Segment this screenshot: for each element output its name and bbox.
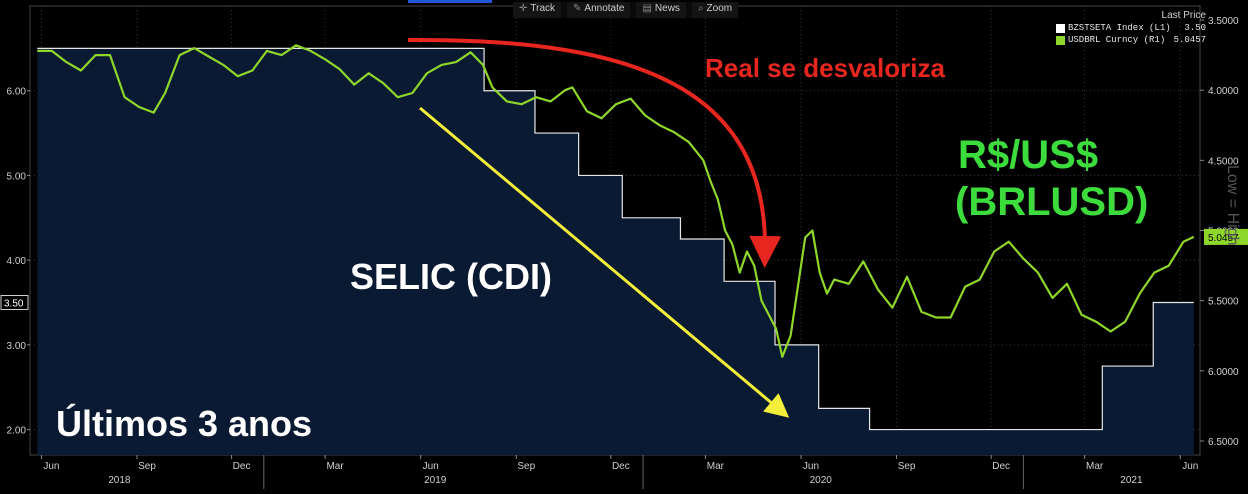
year-label: 2018: [108, 475, 131, 486]
crosshair-icon: ✛: [519, 3, 528, 14]
right-value-tag-text: 5.0457: [1208, 233, 1239, 244]
left-value-tag: [0, 295, 29, 311]
x-tick-label: Sep: [898, 461, 916, 472]
usdbrl-line: [37, 44, 1195, 358]
x-tick-label: Mar: [1086, 461, 1104, 472]
x-tick-label: Mar: [326, 461, 344, 472]
top-blue-bar: [408, 0, 492, 3]
year-label: 2020: [810, 475, 833, 486]
pencil-icon: ✎: [573, 3, 582, 14]
zoom-button[interactable]: ⌕ Zoom: [691, 2, 739, 18]
right-tick-label: 4.5000: [1208, 156, 1239, 167]
left-tick-label: 3.00: [7, 341, 27, 352]
real-desvaloriza-label: Real se desvaloriza: [705, 53, 945, 83]
year-label: 2019: [424, 475, 447, 486]
yellow-arrow: [419, 106, 790, 418]
right-tick-label: 4.0000: [1208, 86, 1239, 97]
legend: Last Price BZSTSETA Index (L1) 3.50 USDB…: [1056, 10, 1206, 46]
left-tick-label: 5.00: [7, 171, 27, 182]
right-value-tag: [1204, 228, 1248, 245]
left-tick-label: 6.00: [7, 87, 27, 98]
brlusd-label: (BRLUSD): [955, 180, 1148, 224]
chart-toolbar: ✛ Track ✎ Annotate ▤ News ⌕ Zoom: [513, 2, 739, 18]
legend-value-usdbrl: 5.0457: [1173, 35, 1206, 45]
left-tick-label: 2.00: [7, 426, 27, 437]
year-label: 2021: [1120, 475, 1143, 486]
right-tick-label: 5.5000: [1208, 297, 1239, 308]
rs-us-label: R$/US$: [958, 133, 1098, 177]
selic-line: [37, 47, 1194, 431]
x-tick-label: Dec: [612, 461, 630, 472]
legend-header: Last Price: [1161, 10, 1206, 21]
x-tick-label: Jun: [43, 461, 59, 472]
magnifier-icon: ⌕: [697, 3, 704, 14]
legend-swatch-selic: [1056, 23, 1065, 33]
news-button[interactable]: ▤ News: [636, 2, 686, 18]
x-tick-label: Sep: [517, 461, 535, 472]
right-tick-label: 6.5000: [1208, 437, 1239, 448]
legend-label-usdbrl: USDBRL Curncy (R1): [1068, 35, 1166, 45]
legend-label-selic: BZSTSETA Index (L1): [1068, 23, 1171, 33]
selic-label: SELIC (CDI): [350, 256, 552, 297]
x-tick-label: Jun: [1182, 461, 1198, 472]
legend-swatch-usdbrl: [1056, 35, 1065, 45]
red-arrow: [407, 37, 782, 268]
x-tick-label: Sep: [138, 461, 156, 472]
period-label: Últimos 3 anos: [56, 402, 312, 444]
x-tick-label: Dec: [233, 461, 251, 472]
x-tick-label: Jun: [423, 461, 439, 472]
legend-entry-selic: BZSTSETA Index (L1) 3.50: [1056, 22, 1206, 34]
selic-area: [37, 48, 1194, 455]
legend-entry-usdbrl: USDBRL Curncy (R1) 5.0457: [1056, 34, 1206, 46]
x-tick-label: Dec: [992, 461, 1010, 472]
annotate-button[interactable]: ✎ Annotate: [567, 2, 631, 18]
x-tick-label: Mar: [707, 461, 725, 472]
low-high-label: Low = High: [1224, 165, 1241, 246]
news-icon: ▤: [642, 3, 652, 14]
x-tick-label: Jun: [803, 461, 819, 472]
legend-value-selic: 3.50: [1184, 23, 1206, 33]
track-button[interactable]: ✛ Track: [513, 2, 562, 18]
left-value-tag-text: 3.50: [4, 299, 24, 310]
left-tick-label: 4.00: [7, 256, 27, 267]
right-tick-label: 3.5000: [1208, 16, 1239, 27]
right-tick-label: 6.0000: [1208, 367, 1239, 378]
